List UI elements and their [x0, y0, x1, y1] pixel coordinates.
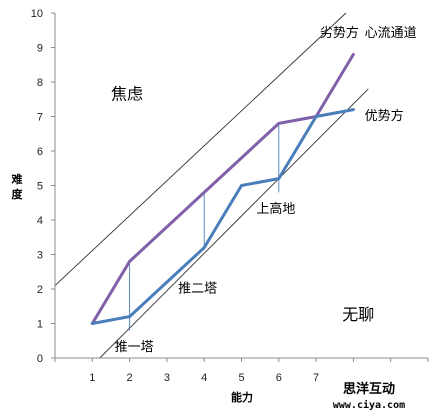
- y-tick-label: 4: [37, 215, 43, 227]
- annotation-label: 上高地: [256, 201, 295, 217]
- y-tick-label: 10: [31, 8, 43, 20]
- y-tick-label: 9: [37, 43, 43, 55]
- annotation-label: 心流通道: [365, 26, 417, 41]
- y-axis-title-char-1: 难: [11, 172, 23, 186]
- axes: [51, 12, 429, 362]
- y-tick-label: 5: [37, 181, 43, 193]
- y-tick-label: 1: [37, 319, 43, 331]
- x-tick-label: 1: [89, 372, 95, 384]
- y-tick-label: 8: [37, 77, 43, 89]
- region-label: 焦虑: [111, 84, 143, 103]
- x-tick-label: 7: [313, 372, 319, 384]
- x-axis-title: 能力: [231, 390, 253, 404]
- y-tick-label: 7: [37, 112, 43, 124]
- series-line-1: [90, 52, 355, 325]
- y-tick-label: 3: [37, 250, 43, 262]
- y-tick-label: 0: [37, 353, 43, 365]
- annotation-label: 推一塔: [115, 340, 154, 355]
- annotation-label: 推二塔: [178, 281, 217, 296]
- watermark-site: www.ciya.com: [333, 399, 405, 411]
- series-lines: [90, 52, 355, 325]
- annotation-label: 劣势方: [320, 25, 359, 41]
- y-tick-label: 2: [37, 284, 43, 296]
- y-axis-title-char-2: 度: [12, 187, 24, 201]
- series-line-2: [90, 108, 355, 325]
- x-tick-label: 6: [276, 372, 282, 384]
- x-tick-label: 4: [201, 372, 207, 384]
- marker-lines: [129, 123, 280, 331]
- annotation-label: 优势方: [365, 108, 404, 124]
- x-tick-label: 2: [127, 372, 133, 384]
- region-label: 无聊: [342, 305, 374, 324]
- x-tick-label: 5: [238, 372, 244, 384]
- flow-boundary-line: [54, 12, 347, 286]
- x-tick-label: 3: [164, 372, 170, 384]
- flow-channel-boundaries: [54, 12, 369, 359]
- y-tick-label: 6: [37, 146, 43, 158]
- tick-labels: 0 1 2 3 4 5 6 7 8 9 10 1 2 3 4 5 6 7: [31, 8, 319, 384]
- watermark-brand: 思洋互动: [343, 381, 395, 397]
- flow-boundary-line: [99, 88, 369, 359]
